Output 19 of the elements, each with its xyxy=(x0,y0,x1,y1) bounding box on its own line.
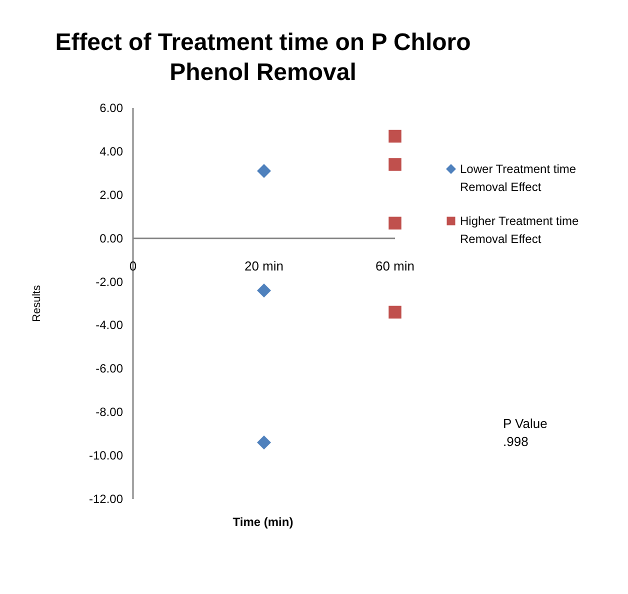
y-tick-label: -4.00 xyxy=(96,318,124,332)
x-tick-label: 0 xyxy=(129,258,137,274)
y-tick-label: -10.00 xyxy=(88,448,124,463)
legend-label: Lower Treatment time Removal Effect xyxy=(460,162,576,194)
y-tick-label: 0.00 xyxy=(100,231,124,246)
y-axis-title: Results xyxy=(31,284,43,322)
x-tick-label: 20 min xyxy=(244,258,284,274)
y-tick-label: 6.00 xyxy=(100,101,124,115)
chart-title: Effect of Treatment time on P Chloro Phenol Removal xyxy=(55,29,471,86)
y-tick-label: -6.00 xyxy=(96,362,124,376)
y-tick-label: 4.00 xyxy=(100,144,124,158)
y-tick-label: -8.00 xyxy=(96,405,124,420)
x-tick-label: 60 min xyxy=(375,258,415,274)
x-axis-title: Time (min) xyxy=(232,515,294,529)
y-tick-label: 2.00 xyxy=(100,188,124,202)
text: P Value .998 xyxy=(503,416,548,449)
y-tick-label: -12.00 xyxy=(88,492,124,506)
y-tick-label: -2.00 xyxy=(96,274,124,289)
legend-label: Higher Treatment time Removal Effect xyxy=(460,214,580,246)
